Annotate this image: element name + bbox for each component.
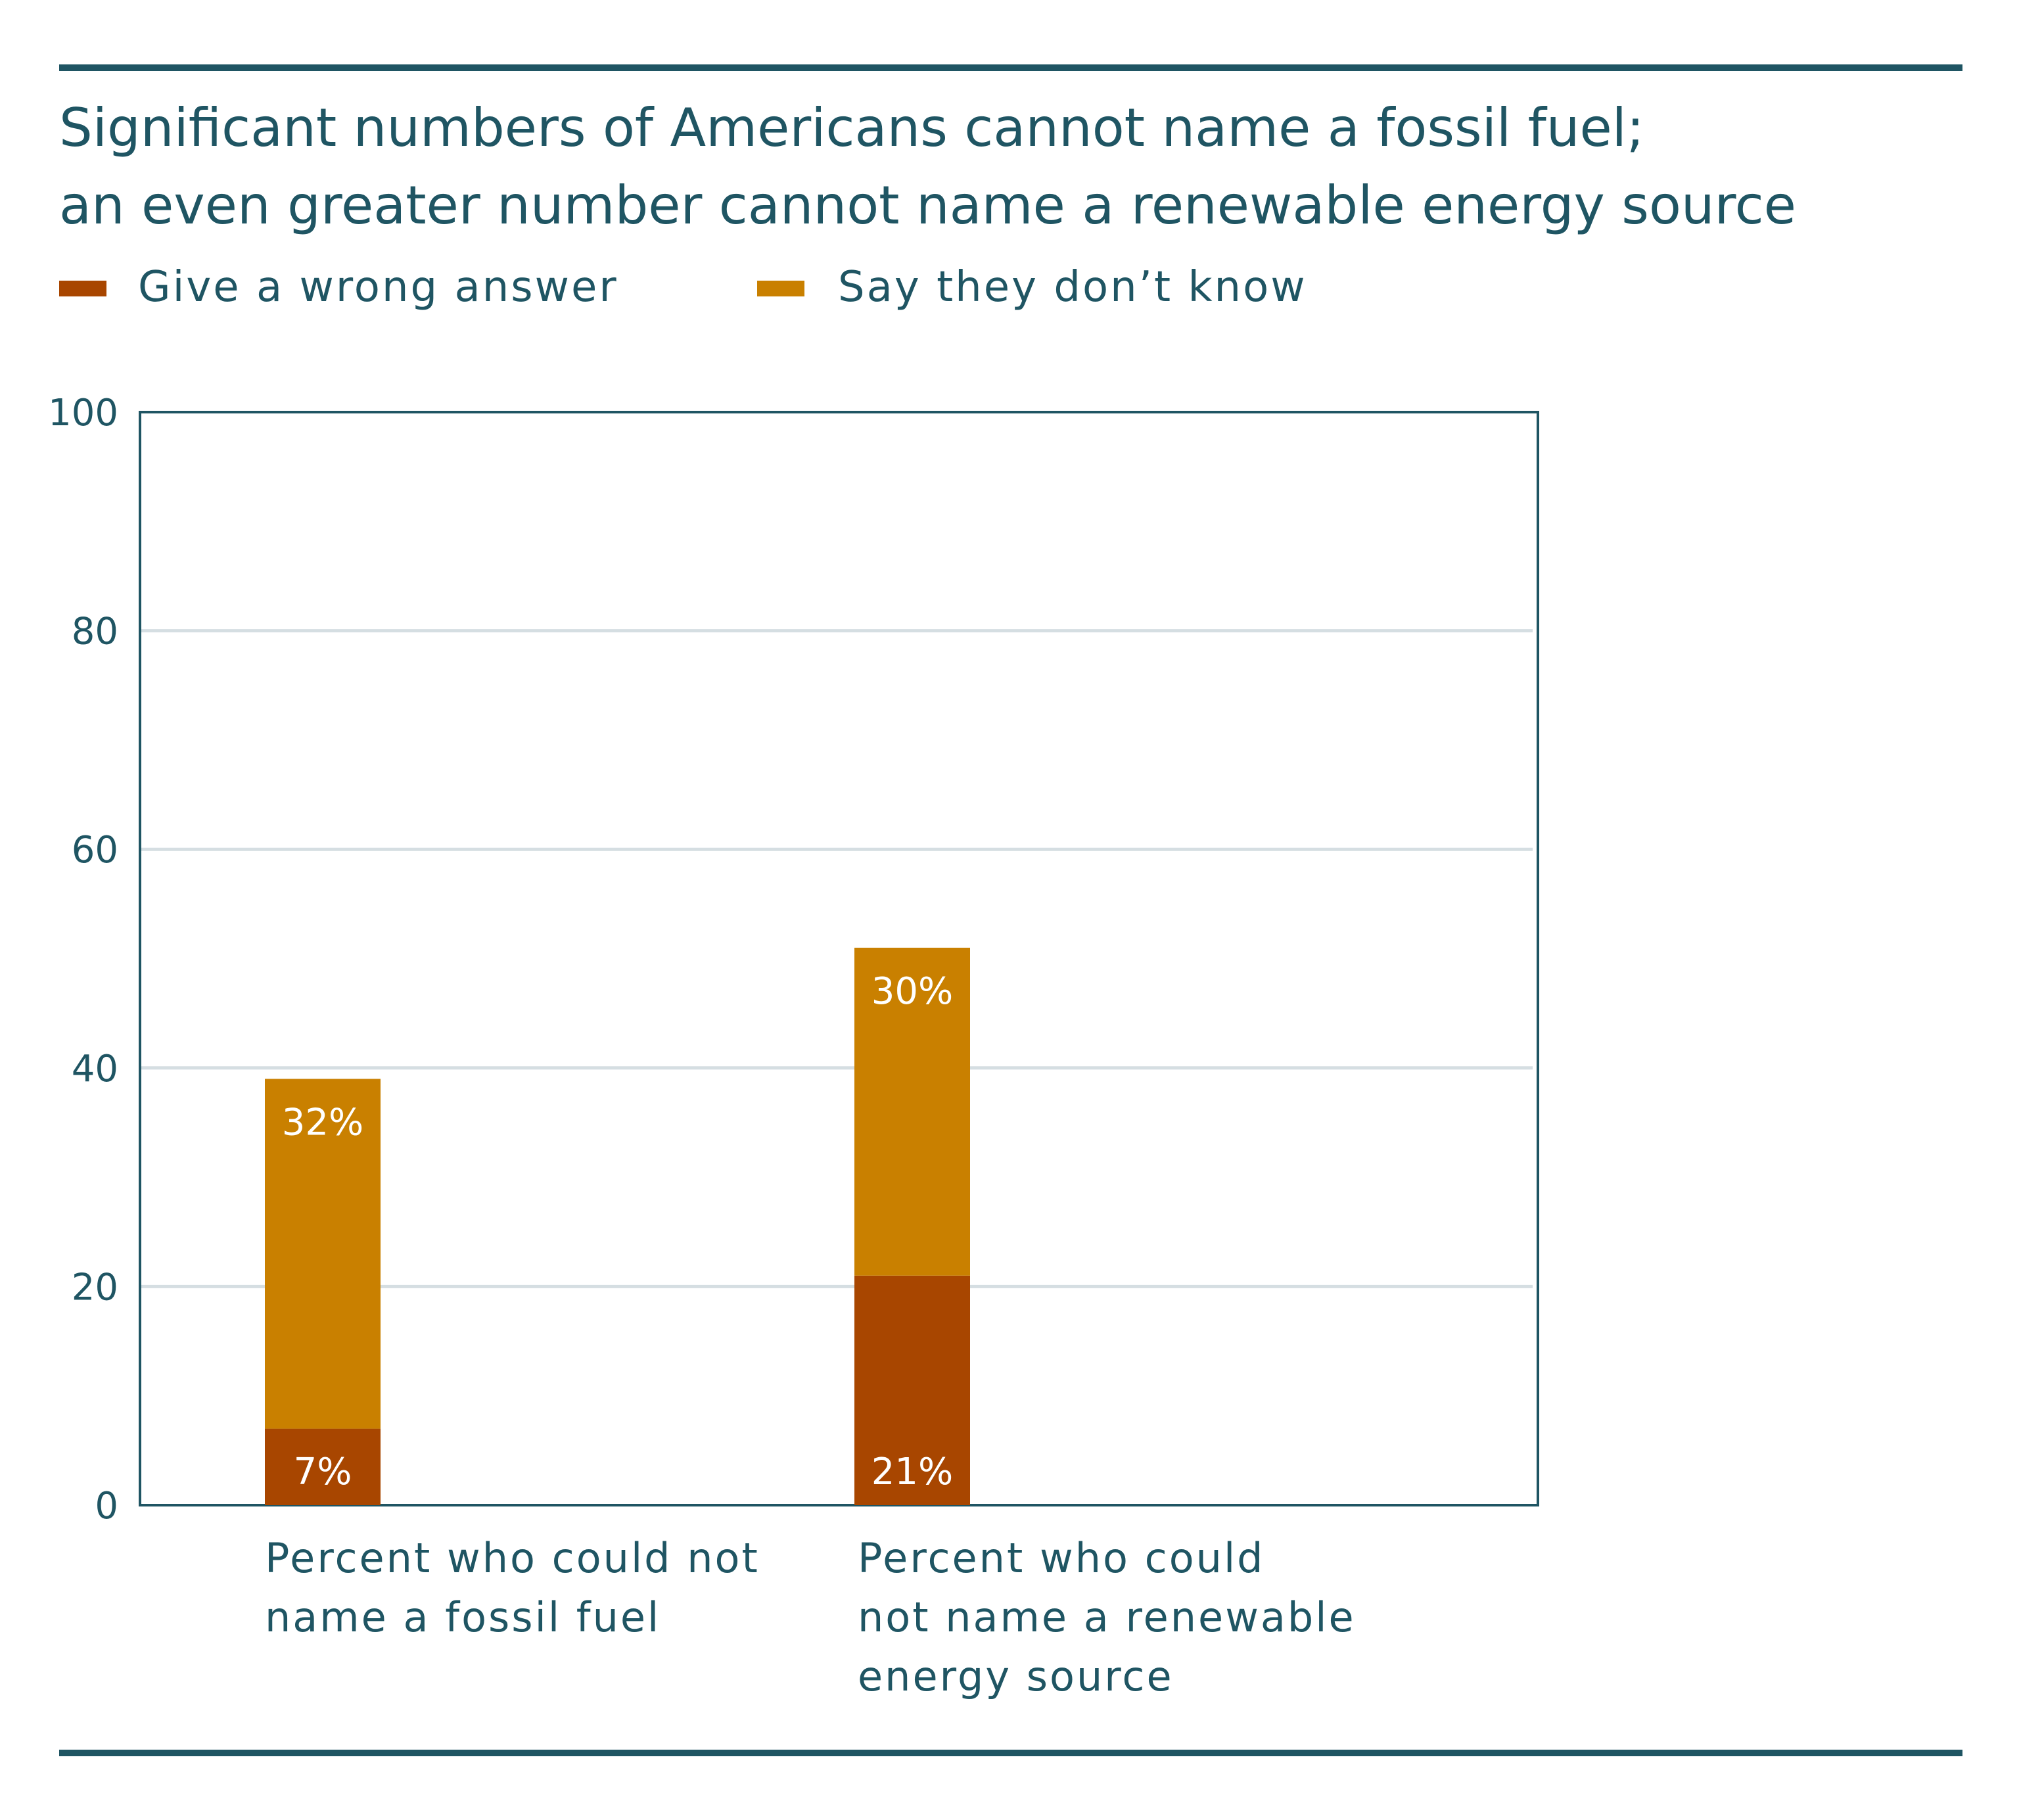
data-label-wrong-answer-1: 7% (294, 1451, 352, 1493)
legend-label-dont-know: Say they don’t know (838, 263, 1307, 312)
x-category-label-1-line-1: Percent who could not (265, 1534, 760, 1582)
y-tick-label-100: 100 (48, 392, 118, 434)
chart-title-line-1: Significant numbers of Americans cannot … (59, 97, 1644, 158)
legend-swatch-wrong-answer (59, 281, 106, 296)
y-tick-label-80: 80 (72, 611, 118, 653)
y-tick-label-40: 40 (72, 1048, 118, 1090)
legend-swatch-dont-know (757, 281, 804, 296)
bar-wrong-answer-2 (854, 1275, 970, 1505)
plot-frame (139, 411, 1539, 1506)
data-label-dont-know-2: 30% (871, 970, 953, 1013)
bar-wrong-answer-1 (265, 1428, 381, 1505)
x-category-label-2-line-3: energy source (858, 1652, 1174, 1700)
x-category-label-1-line-2: name a fossil fuel (265, 1593, 661, 1641)
data-label-dont-know-1: 32% (282, 1101, 363, 1144)
plot-area: 0 20 40 60 80 100 7% 32% Percent who could not na… (48, 392, 1539, 1700)
bar-dont-know-1 (265, 1079, 381, 1429)
x-category-label-2-line-1: Percent who could (858, 1534, 1265, 1582)
chart-title-line-2: an even greater number cannot name a ren… (59, 175, 1796, 236)
y-tick-label-60: 60 (72, 829, 118, 872)
y-tick-label-0: 0 (95, 1485, 118, 1528)
x-category-label-2-line-2: not name a renewable (858, 1593, 1356, 1641)
y-tick-label-20: 20 (72, 1266, 118, 1309)
data-label-wrong-answer-2: 21% (871, 1451, 953, 1493)
bar-dont-know-2 (854, 947, 970, 1276)
legend-label-wrong-answer: Give a wrong answer (138, 263, 618, 312)
